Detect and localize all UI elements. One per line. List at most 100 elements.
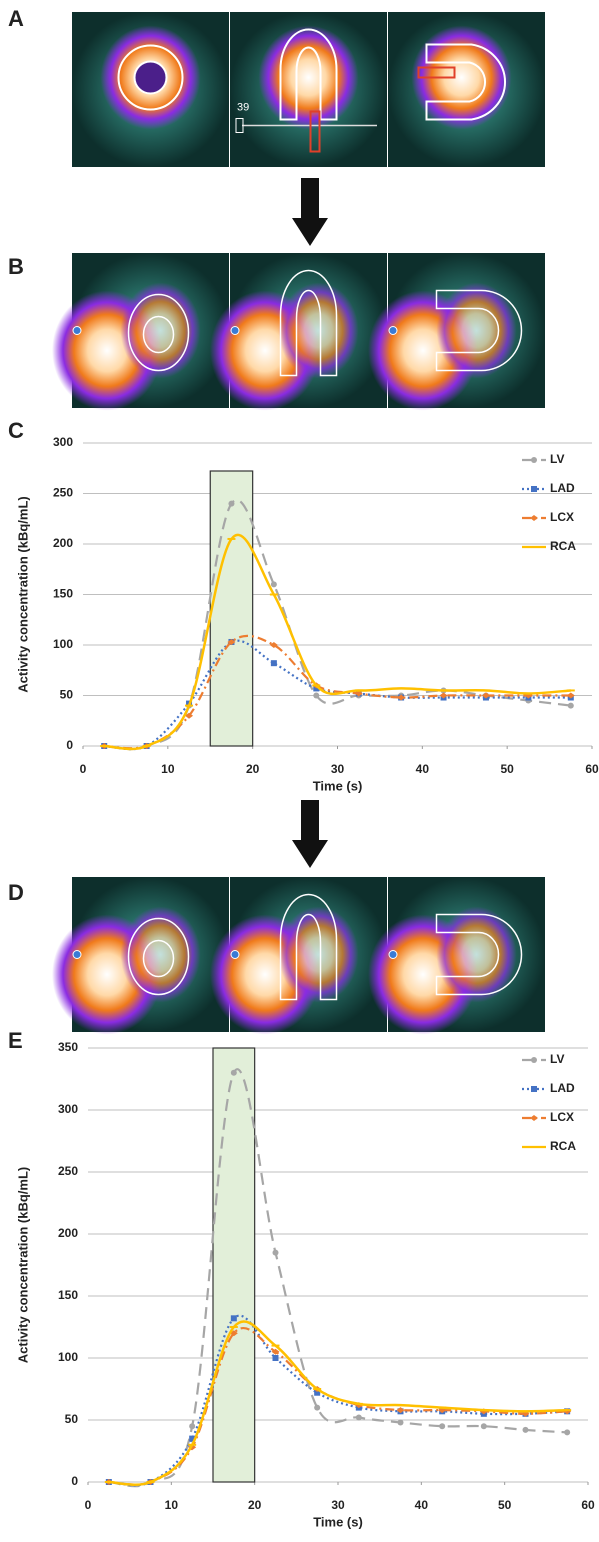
legend-label: RCA — [550, 539, 576, 553]
marker — [480, 1423, 487, 1430]
marker — [397, 694, 406, 701]
series-line — [108, 1320, 568, 1486]
y-tick-label: 300 — [58, 1102, 78, 1116]
panel-label: E — [8, 1028, 23, 1053]
marker — [354, 689, 363, 692]
y-tick-label: 250 — [58, 1164, 78, 1178]
y-tick-label: 100 — [53, 637, 73, 651]
roi — [435, 289, 523, 372]
marker — [439, 689, 448, 692]
roi — [127, 293, 190, 372]
marker — [530, 546, 538, 548]
marker — [230, 1315, 237, 1322]
uptake — [411, 25, 512, 130]
arrow — [292, 800, 328, 868]
y-tick-label: 50 — [65, 1412, 79, 1426]
x-tick-label: 60 — [585, 762, 599, 776]
uptake — [436, 906, 517, 1003]
marker — [313, 685, 320, 692]
y-tick-label: 0 — [71, 1474, 78, 1488]
marker — [564, 1429, 571, 1436]
legend-label: LCX — [550, 510, 574, 524]
marker — [481, 689, 490, 692]
box — [235, 118, 244, 133]
marker — [312, 684, 321, 687]
series-line — [108, 1068, 568, 1488]
marker — [355, 1414, 362, 1421]
panel-label: C — [8, 418, 24, 443]
marker — [531, 1057, 537, 1063]
legend-label: LV — [550, 452, 564, 466]
y-tick-label: 150 — [58, 1288, 78, 1302]
x-tick-label: 10 — [161, 762, 175, 776]
marker — [227, 537, 236, 540]
box — [309, 110, 321, 153]
marker — [396, 1404, 405, 1407]
roi — [279, 269, 338, 377]
marker — [189, 1435, 196, 1442]
x-axis-label: Time (s) — [313, 778, 363, 793]
nav-dot — [230, 950, 240, 959]
marker — [530, 1115, 538, 1121]
x-tick-label: 20 — [246, 762, 260, 776]
uptake — [258, 25, 359, 130]
panel-label: A — [8, 6, 24, 31]
x-tick-label: 20 — [248, 1498, 262, 1512]
roi — [142, 939, 175, 978]
marker — [531, 457, 537, 463]
nav-dot — [230, 326, 240, 335]
y-tick-label: 350 — [58, 1040, 78, 1054]
legend-label: LV — [550, 1052, 564, 1066]
marker — [567, 702, 574, 709]
roi — [142, 315, 175, 354]
marker — [481, 692, 490, 699]
uptake — [436, 282, 517, 379]
shaded-range — [212, 1047, 256, 1483]
panel-label: B — [8, 254, 24, 279]
marker — [269, 593, 278, 596]
marker — [530, 1146, 538, 1148]
marker — [397, 687, 406, 690]
series-line — [104, 533, 571, 751]
marker — [438, 1406, 447, 1409]
x-tick-label: 0 — [85, 1498, 92, 1512]
marker — [185, 704, 194, 707]
roi — [279, 28, 338, 121]
marker — [227, 638, 236, 645]
y-axis-label: Activity concentration (kBq/mL) — [15, 496, 30, 692]
marker — [439, 1423, 446, 1430]
y-axis-label: Activity concentration (kBq/mL) — [15, 1167, 30, 1363]
marker — [522, 1426, 529, 1433]
uptake — [278, 906, 359, 1003]
nav-dot — [72, 950, 82, 959]
marker — [396, 1407, 405, 1414]
marker — [530, 515, 538, 521]
nav-dot — [388, 326, 398, 335]
box — [417, 66, 456, 79]
y-tick-label: 250 — [53, 486, 73, 500]
roi — [133, 60, 168, 95]
marker — [229, 1326, 238, 1328]
x-tick-label: 40 — [416, 762, 430, 776]
marker — [524, 692, 533, 695]
marker — [479, 1409, 488, 1412]
roi — [117, 44, 184, 111]
x-tick-label: 10 — [165, 1498, 179, 1512]
marker — [313, 1388, 322, 1390]
marker — [313, 692, 320, 699]
legend-label: RCA — [550, 1139, 576, 1153]
x-tick-label: 60 — [581, 1498, 595, 1512]
y-tick-label: 200 — [58, 1226, 78, 1240]
marker — [228, 500, 235, 507]
marker — [314, 1404, 321, 1411]
y-tick-label: 200 — [53, 536, 73, 550]
marker — [270, 660, 277, 667]
y-tick-label: 0 — [66, 738, 73, 752]
marker — [566, 689, 575, 692]
x-tick-label: 50 — [498, 1498, 512, 1512]
marker — [271, 1344, 280, 1347]
marker — [531, 486, 537, 492]
legend-label: LAD — [550, 1081, 575, 1095]
x-axis-label: Time (s) — [313, 1514, 363, 1529]
legend-label: LAD — [550, 481, 575, 495]
